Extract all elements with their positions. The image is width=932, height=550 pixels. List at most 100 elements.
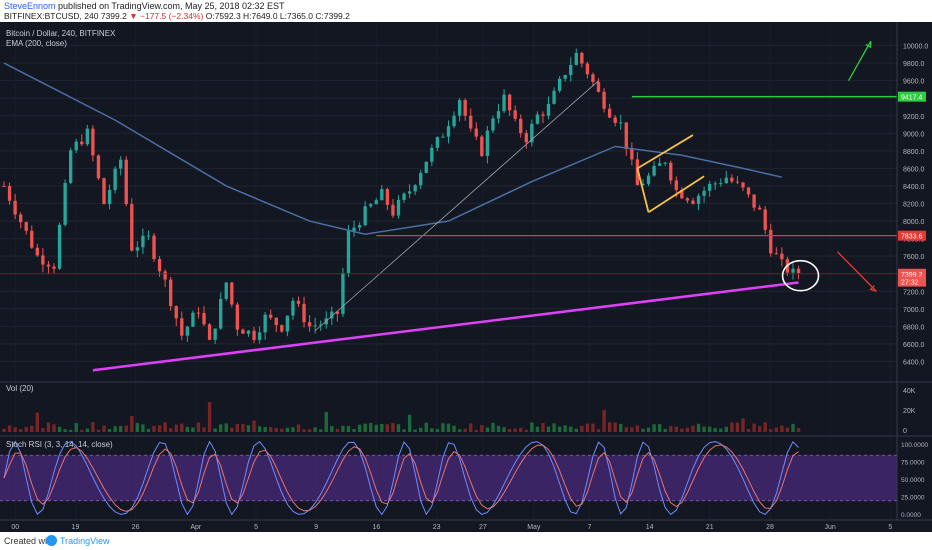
volume-bar [119,426,123,432]
volume-title: Vol (20) [6,384,34,393]
time-tick-label: 00 [11,524,19,531]
volume-bar [463,428,467,432]
candle-body [502,94,506,112]
volume-bar [252,420,256,432]
price-tick-label: 8800.0 [903,149,925,156]
volume-bar [341,425,345,432]
volume-bar [707,426,712,432]
volume-bar [457,429,462,432]
candle-body [402,193,406,200]
rising-trendline [314,80,599,332]
volume-bar [319,429,323,432]
candle-body [302,303,306,323]
author-link[interactable]: SteveEnnom [4,1,56,11]
volume-bar [624,427,628,432]
stoch-k-line [3,440,799,516]
volume-bar [96,429,101,432]
volume-bar [241,424,245,432]
candle-body [219,298,223,329]
volume-tick-label: 20K [903,408,916,415]
price-label-bg [898,91,926,102]
volume-tick-label: 40K [903,388,916,395]
time-tick-label: 5 [254,524,258,531]
candle-body [541,114,545,116]
volume-bar [63,429,67,432]
candle-body [46,264,51,267]
candle-body [157,259,162,272]
candle-body [202,313,206,325]
volume-bar [7,425,12,432]
stoch-tick-label: 0.0000 [901,512,921,519]
price-label: 7833.6 [901,234,923,241]
stoch-rsi-pane [0,440,897,516]
price-label-bg [898,268,926,279]
candle-body [619,122,623,124]
price-label: 9417.4 [901,95,923,102]
volume-bar [263,426,267,432]
volume-bar [480,425,484,432]
volume-bar [52,424,56,432]
candle-body [435,137,440,148]
candle-body [791,268,795,273]
volume-bar [46,422,51,432]
candle-body [7,186,12,201]
volume-bar [346,426,351,432]
volume-bar [685,427,690,432]
volume-bar [302,429,306,432]
candle-body [669,162,673,181]
candle-body [452,115,456,127]
candle-body [80,141,84,145]
candle-body [196,312,201,314]
price-label: 27:32 [901,280,919,287]
candle-body [713,183,717,185]
candle-body [469,115,473,129]
volume-bar [519,427,523,432]
volume-bar [763,422,767,432]
candle-body [624,122,628,150]
price-label-bg [898,230,926,241]
candle-body [307,322,312,327]
price-tick-label: 9600.0 [903,79,925,86]
volume-bar [274,428,278,432]
wedge-line [636,168,650,213]
candle-body [546,103,551,116]
candle-body [30,230,34,248]
volume-bar [735,422,740,432]
publication-line: SteveEnnom published on TradingView.com,… [4,1,285,11]
volume-bar [469,423,473,432]
volume-bar [419,427,423,432]
support-trendline [92,281,799,372]
price-tick-label: 7000.0 [903,307,925,314]
volume-bar [596,429,601,432]
candle-body [430,147,434,162]
volume-bar [563,425,567,432]
stoch-d-line [3,444,799,512]
candle-body [374,200,378,205]
volume-bar [502,427,506,432]
volume-bar [396,424,401,432]
candle-body [241,329,245,334]
candle-body [680,189,684,199]
candle-body [180,318,184,336]
time-tick-label: 9 [314,524,318,531]
stoch-tick-label: 75.0000 [901,460,925,467]
volume-bar [113,426,117,432]
volume-bar [380,423,384,432]
volume-bar [180,423,184,432]
candle-body [130,204,134,251]
volume-bar [585,423,590,432]
ema-legend: EMA (200, close) [6,39,67,48]
published-text: published on TradingView.com, May 25, 20… [58,1,285,11]
chart-canvas[interactable]: 6400.06600.06800.07000.07200.07400.07600… [0,22,932,532]
volume-bar [696,423,701,432]
volume-bar [602,409,606,432]
time-tick-label: 21 [706,524,714,531]
volume-bar [80,429,84,432]
tradingview-brand[interactable]: TradingView [60,536,110,546]
volume-bar [452,425,456,432]
volume-bar [324,411,328,432]
candle-body [535,114,540,124]
volume-bar [107,429,112,432]
candle-body [91,128,95,156]
